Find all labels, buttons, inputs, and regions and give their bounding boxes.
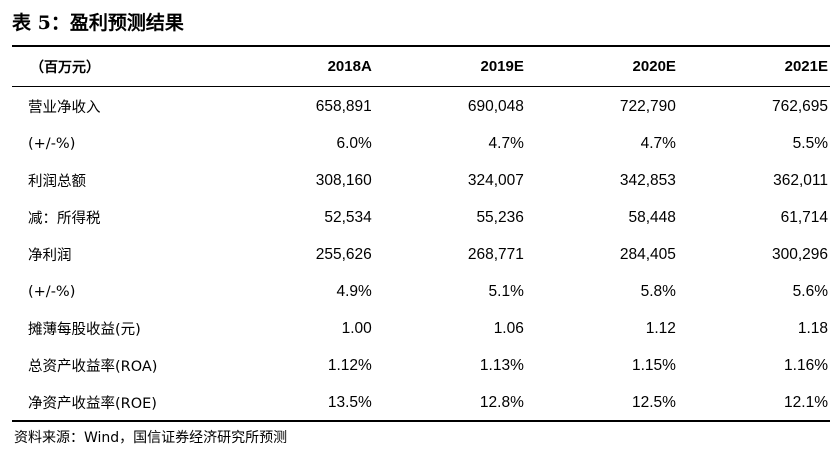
table-cell: 1.00 (341, 319, 372, 337)
table-cell: 4.9% (336, 282, 372, 300)
table-row: 净资产收益率(ROE) 13.5% 12.8% 12.5% 12.1% (12, 384, 830, 421)
row-label: 净利润 (28, 248, 72, 264)
table-title: 表 5：盈利预测结果 (12, 12, 184, 34)
table-row: 减：所得税 52,534 55,236 58,448 61,714 (12, 199, 830, 236)
row-label: 利润总额 (28, 174, 86, 190)
table-row: 营业净收入 658,891 690,048 722,790 762,695 (12, 88, 830, 125)
table-row: (+/-%) 6.0% 4.7% 4.7% 5.5% (12, 125, 830, 162)
row-label: (+/-%) (28, 135, 76, 152)
table-cell: 300,296 (771, 245, 828, 263)
table-cell: 5.8% (640, 282, 676, 300)
table-cell: 284,405 (619, 245, 676, 263)
table-row: 总资产收益率(ROA) 1.12% 1.13% 1.15% 1.16% (12, 347, 830, 384)
table-cell: 1.16% (784, 356, 828, 374)
year-header: 2019E (480, 58, 524, 75)
row-label: 营业净收入 (28, 100, 101, 116)
top-rule (12, 45, 830, 47)
table-cell: 5.6% (792, 282, 828, 300)
source-note: 资料来源：Wind，国信证券经济研究所预测 (14, 430, 288, 446)
table-cell: 342,853 (619, 171, 676, 189)
table-cell: 308,160 (315, 171, 372, 189)
row-label: 净资产收益率(ROE) (28, 396, 157, 412)
header-row: （百万元） 2018A 2019E 2020E 2021E (12, 47, 830, 86)
table-cell: 324,007 (467, 171, 524, 189)
year-header: 2020E (632, 58, 676, 75)
row-label: 总资产收益率(ROA) (28, 359, 158, 375)
table-cell: 12.1% (784, 393, 828, 411)
table-cell: 1.06 (493, 319, 524, 337)
table-cell: 722,790 (619, 97, 676, 115)
table-cell: 4.7% (488, 134, 524, 152)
table-cell: 1.13% (479, 356, 524, 374)
table-cell: 6.0% (336, 134, 372, 152)
table-cell: 55,236 (476, 208, 524, 226)
table-cell: 1.18 (797, 319, 828, 337)
table-cell: 5.1% (488, 282, 524, 300)
row-label: 摊薄每股收益(元) (28, 322, 141, 338)
table-cell: 268,771 (467, 245, 524, 263)
earnings-forecast-table: （百万元） 2018A 2019E 2020E 2021E 营业净收入 658,… (12, 47, 830, 421)
table-cell: 658,891 (315, 97, 372, 115)
table-cell: 5.5% (792, 134, 828, 152)
table-row: 净利润 255,626 268,771 284,405 300,296 (12, 236, 830, 273)
table-cell: 12.5% (631, 393, 676, 411)
table-cell: 13.5% (327, 393, 372, 411)
table-cell: 12.8% (479, 393, 524, 411)
table-cell: 4.7% (640, 134, 676, 152)
table-cell: 255,626 (315, 245, 372, 263)
bottom-rule (12, 420, 830, 422)
year-header: 2021E (784, 58, 828, 75)
table-cell: 362,011 (773, 171, 828, 189)
table-row: 利润总额 308,160 324,007 342,853 362,011 (12, 162, 830, 199)
table-cell: 762,695 (771, 97, 828, 115)
table-cell: 61,714 (780, 208, 828, 226)
table-cell: 690,048 (467, 97, 524, 115)
table-cell: 1.12% (327, 356, 372, 374)
table-cell: 52,534 (324, 208, 372, 226)
table-row: 摊薄每股收益(元) 1.00 1.06 1.12 1.18 (12, 310, 830, 347)
table-row: (+/-%) 4.9% 5.1% 5.8% 5.6% (12, 273, 830, 310)
row-label: 减：所得税 (28, 211, 101, 227)
row-label: (+/-%) (28, 283, 76, 300)
header-rule (12, 86, 830, 87)
table-cell: 58,448 (628, 208, 676, 226)
table-cell: 1.12 (645, 319, 676, 337)
table-cell: 1.15% (631, 356, 676, 374)
unit-header: （百万元） (30, 59, 100, 76)
year-header: 2018A (327, 58, 372, 75)
